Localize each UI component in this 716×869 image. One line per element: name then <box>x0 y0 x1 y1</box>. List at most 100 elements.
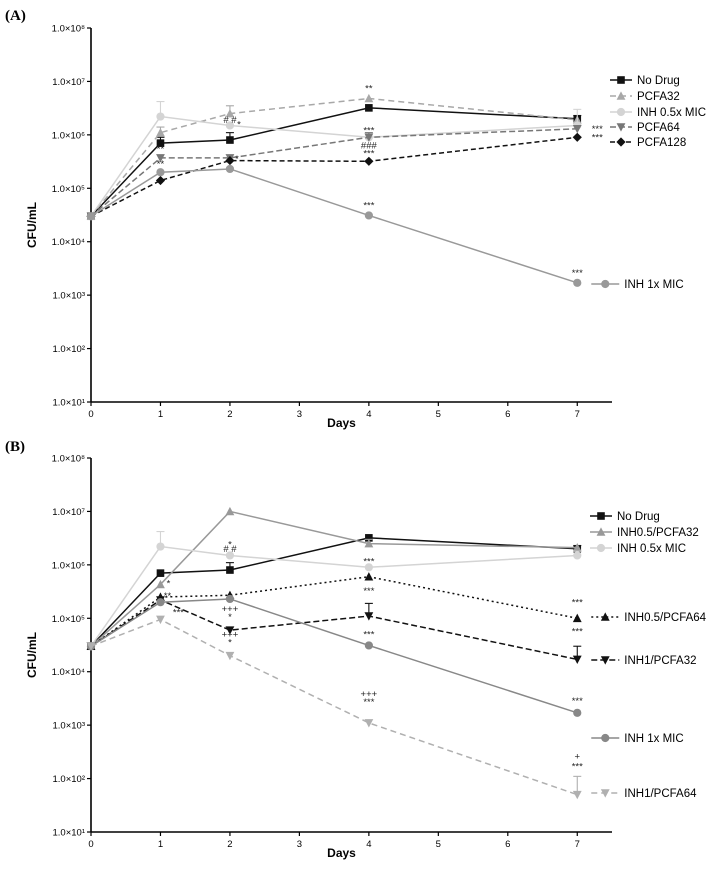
legend-entry: No Drug <box>590 511 660 523</box>
x-tick-label: 2 <box>227 409 232 420</box>
significance-label: ### <box>361 140 378 151</box>
data-point <box>155 175 166 186</box>
x-tick-label: 1 <box>158 839 163 850</box>
data-point <box>225 594 235 604</box>
significance-label: *** <box>363 697 374 708</box>
significance-label: # # <box>223 544 237 555</box>
data-point <box>572 613 582 623</box>
legend-label: INH 0.5x MIC <box>617 543 686 555</box>
significance-label: ** <box>365 83 373 94</box>
series-line <box>90 128 578 217</box>
significance-label: *** <box>572 268 583 279</box>
x-tick-label: 0 <box>88 839 93 850</box>
series-line <box>90 136 578 217</box>
data-point <box>156 154 165 163</box>
significance-label: *** <box>572 626 583 637</box>
data-point <box>225 108 235 118</box>
legend-marker <box>616 137 626 147</box>
end-label: INH 1x MIC <box>591 733 684 745</box>
significance-label: + <box>574 752 580 763</box>
end-label-marker <box>600 612 610 621</box>
data-point <box>225 626 235 635</box>
data-point <box>225 651 235 661</box>
legend-marker <box>596 527 606 536</box>
x-tick-label: 7 <box>575 409 580 420</box>
data-point <box>225 506 235 516</box>
y-tick-label: 1.0×10⁵ <box>52 614 85 625</box>
series-inh1-pcfa64 <box>86 615 582 800</box>
significance-label: *** <box>173 607 184 618</box>
data-point <box>226 136 234 144</box>
legend-entry: No Drug <box>610 75 680 87</box>
legend-marker <box>616 107 626 117</box>
legend-label: PCFA32 <box>637 91 680 103</box>
x-tick-label: 6 <box>505 409 510 420</box>
y-tick-label: 1.0×10⁸ <box>52 454 85 465</box>
y-tick-label: 1.0×10⁴ <box>52 237 85 248</box>
data-point <box>365 104 373 112</box>
x-tick-label: 2 <box>227 839 232 850</box>
data-point <box>226 566 234 574</box>
data-point <box>156 139 165 147</box>
data-point <box>156 112 165 121</box>
y-tick-label: 1.0×10⁵ <box>52 184 85 195</box>
data-point <box>86 642 96 651</box>
data-point <box>364 156 374 166</box>
legend-label: PCFA64 <box>637 122 680 134</box>
significance-label: * <box>167 578 171 589</box>
significance-label: *** <box>572 696 583 707</box>
chart-panel-a: (A) 1.0×10¹ 1.0×10² 1.0×10³ 1.0×10⁴ 1.0×10⁵ 1.… <box>5 8 706 430</box>
series-line <box>90 575 578 647</box>
data-point <box>156 542 165 551</box>
data-point <box>364 538 374 548</box>
end-label-text: INH 1x MIC <box>624 733 683 745</box>
y-tick-label: 1.0×10¹ <box>53 398 86 409</box>
significance-label: # # <box>223 115 237 126</box>
x-tick-label: 1 <box>158 409 163 420</box>
end-label: INH1/PCFA64 <box>591 788 697 800</box>
legend-marker <box>616 91 626 100</box>
x-tick-label: 5 <box>436 839 441 850</box>
legend-label: No Drug <box>637 75 680 87</box>
x-tick-label: 4 <box>366 839 371 850</box>
significance-label: *** <box>363 586 374 597</box>
legend-entry: INH 0.5x MIC <box>590 543 686 555</box>
significance-label: +++ <box>222 630 239 641</box>
y-tick-label: 1.0×10³ <box>53 291 86 302</box>
panel-label: (A) <box>5 8 26 24</box>
y-tick-label: 1.0×10⁴ <box>52 667 85 678</box>
significance-label: * <box>228 612 232 623</box>
y-axis-title: CFU/mL <box>25 202 39 248</box>
legend-entry: INH 0.5x MIC <box>610 107 706 119</box>
data-point <box>364 641 373 650</box>
y-tick-label: 1.0×10⁷ <box>52 507 85 518</box>
data-point <box>225 155 235 166</box>
legend-marker <box>616 123 626 132</box>
significance-label: *** <box>363 125 374 136</box>
series-pcfa64 <box>86 124 582 221</box>
significance-label: *** <box>572 762 583 773</box>
significance-label: *** <box>592 124 603 135</box>
series-line <box>90 618 578 796</box>
x-tick-label: 6 <box>505 839 510 850</box>
legend-entry: PCFA128 <box>610 137 686 149</box>
significance-label: *** <box>363 629 374 640</box>
x-axis-title: Days <box>327 416 356 430</box>
series-inh-0-5x-mic <box>86 531 582 651</box>
data-point <box>156 128 165 137</box>
series-inh1-pcfa32 <box>86 596 582 665</box>
significance-label: ** <box>157 144 165 155</box>
data-point <box>364 612 374 621</box>
significance-label: *** <box>363 148 374 159</box>
panel-label: (B) <box>5 439 25 455</box>
y-tick-label: 1.0×10³ <box>53 721 86 732</box>
data-point <box>225 164 235 174</box>
data-point <box>364 133 374 142</box>
significance-label: *** <box>592 132 603 143</box>
end-label-text: INH0.5/PCFA64 <box>624 612 706 624</box>
x-tick-label: 3 <box>297 409 302 420</box>
end-label-text: INH1/PCFA64 <box>624 788 697 800</box>
significance-label: ** <box>157 159 165 170</box>
significance-label: * <box>228 638 232 649</box>
